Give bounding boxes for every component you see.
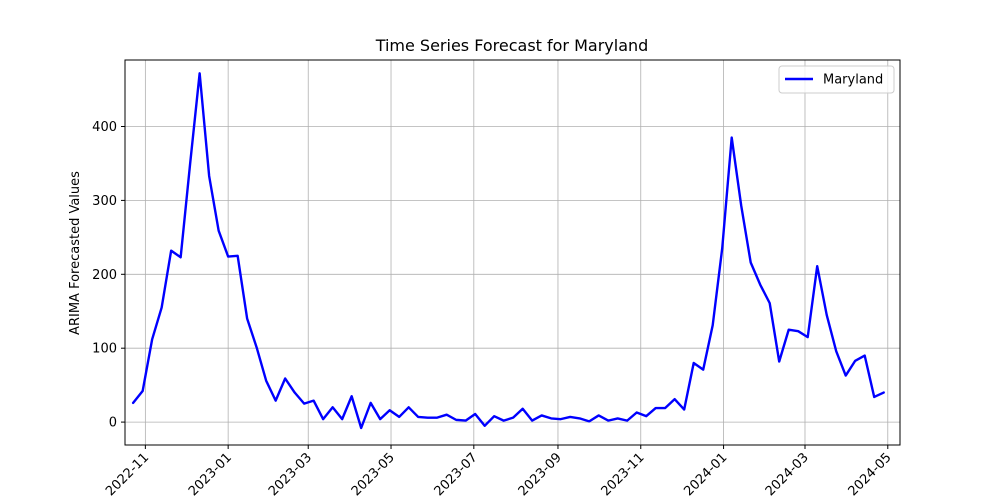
y-tick-label: 200 (92, 268, 117, 283)
plot-area-frame (124, 59, 901, 446)
grid-lines (125, 60, 900, 445)
y-tick-label: 300 (92, 194, 117, 209)
y-axis-label: ARIMA Forecasted Values (68, 171, 83, 335)
y-tick-label: 400 (92, 120, 117, 135)
series-line-maryland (131, 72, 885, 430)
y-tick-label: 100 (92, 342, 117, 357)
y-tick-label: 0 (109, 416, 117, 431)
legend-box (778, 65, 895, 94)
y-axis-ticks: 0 100 200 300 400 (92, 120, 125, 431)
legend: Maryland (778, 65, 895, 94)
legend-label-maryland: Maryland (823, 73, 883, 88)
chart-title: Time Series Forecast for Maryland (375, 36, 649, 55)
